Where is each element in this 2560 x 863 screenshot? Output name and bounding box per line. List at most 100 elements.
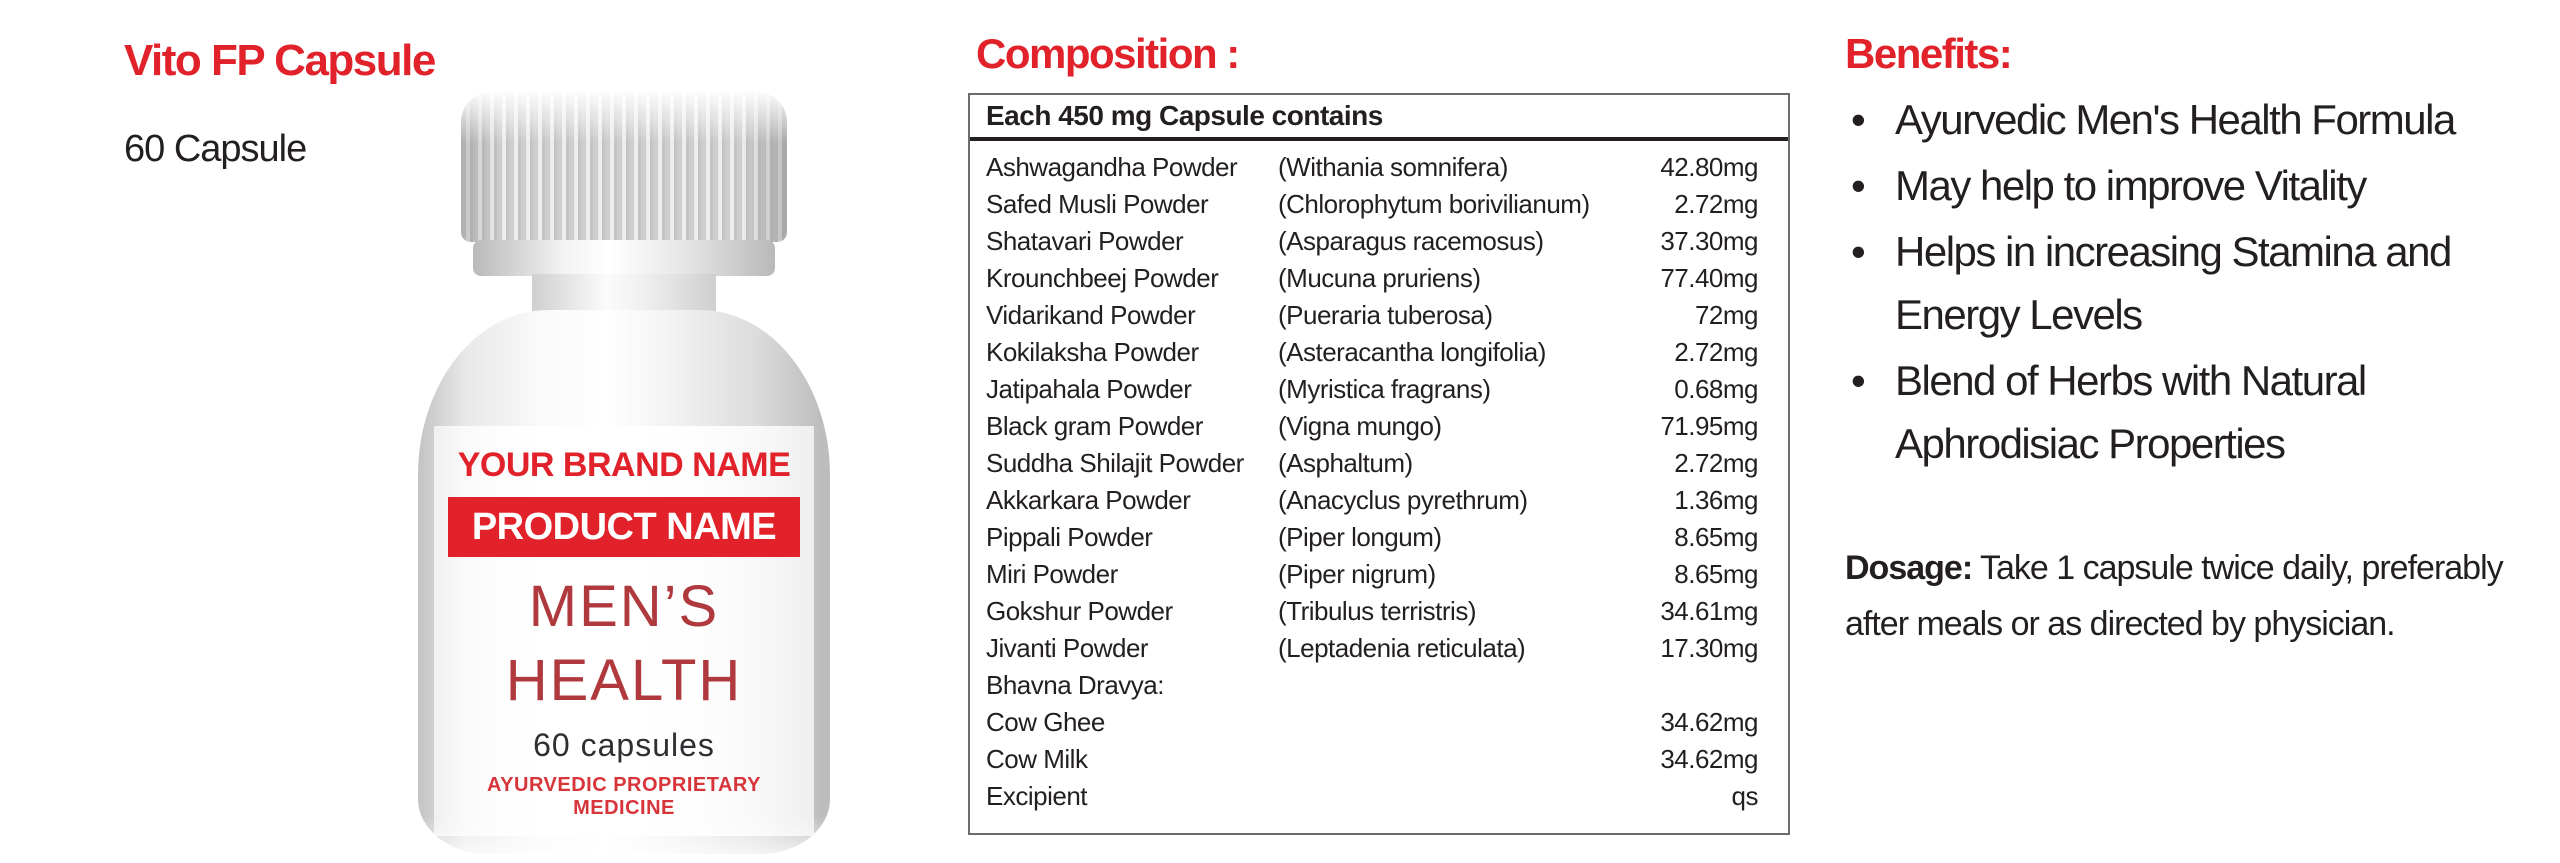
- table-row: Safed Musli Powder (Chlorophytum borivil…: [986, 186, 1759, 223]
- ingredient-amount: 2.72mg: [1674, 448, 1758, 478]
- ingredient-amount: 8.65mg: [1674, 522, 1758, 552]
- ingredient-amount: 2.72mg: [1674, 189, 1758, 219]
- bullet-icon: •: [1851, 162, 1866, 209]
- ingredient-botanical-name: (Chlorophytum borivilianum): [1278, 189, 1590, 219]
- ingredient-amount: 34.62mg: [1660, 744, 1758, 774]
- dosage-paragraph: Dosage: Take 1 capsule twice daily, pref…: [1845, 540, 2505, 652]
- bullet-icon: •: [1851, 96, 1866, 143]
- ingredient-botanical-name: (Pueraria tuberosa): [1278, 300, 1493, 330]
- bottle-brand-name: YOUR BRAND NAME: [457, 446, 791, 484]
- table-row: Jatipahala Powder (Myristica fragrans) 0…: [986, 371, 1759, 408]
- ingredient-amount: 0.68mg: [1674, 374, 1758, 404]
- benefit-list-item: • May help to improve Vitality: [1845, 154, 2515, 217]
- bottle-category-line-1: MEN’S: [528, 574, 720, 639]
- ingredient-name: Black gram Powder: [986, 411, 1203, 441]
- dosage-label: Dosage:: [1845, 549, 1973, 587]
- ingredient-botanical-name: (Withania somnifera): [1278, 152, 1508, 182]
- bottle-cap-lip: [473, 240, 775, 276]
- table-row: Cow Milk 34.62mg: [986, 741, 1759, 778]
- table-row: Krounchbeej Powder (Mucuna pruriens) 77.…: [986, 260, 1759, 297]
- product-bottle-image: YOUR BRAND NAME PRODUCT NAME MEN’S HEALT…: [418, 92, 830, 860]
- ingredient-botanical-name: (Mucuna pruriens): [1278, 263, 1481, 293]
- ingredient-name: Kokilaksha Powder: [986, 337, 1199, 367]
- ingredient-name: Krounchbeej Powder: [986, 263, 1219, 293]
- ingredient-name: Miri Powder: [986, 559, 1118, 589]
- table-row: Kokilaksha Powder (Asteracantha longifol…: [986, 334, 1759, 371]
- ingredient-amount: 8.65mg: [1674, 559, 1758, 589]
- ingredient-name: Jatipahala Powder: [986, 374, 1192, 404]
- ingredient-name: Cow Ghee: [986, 707, 1105, 737]
- table-row: Akkarkara Powder (Anacyclus pyrethrum) 1…: [986, 482, 1759, 519]
- benefit-text: Helps in increasing Stamina and Energy L…: [1895, 228, 2452, 338]
- ingredient-amount: 34.62mg: [1660, 707, 1758, 737]
- ingredient-amount: 34.61mg: [1660, 596, 1758, 626]
- bullet-icon: •: [1851, 228, 1866, 275]
- composition-heading: Composition :: [976, 30, 1240, 77]
- ingredient-name: Suddha Shilajit Powder: [986, 448, 1244, 478]
- composition-table: Each 450 mg Capsule contains Ashwagandha…: [968, 93, 1790, 835]
- ingredient-name: Vidarikand Powder: [986, 300, 1196, 330]
- bottle-product-name-band: PRODUCT NAME: [448, 497, 800, 557]
- bullet-icon: •: [1851, 357, 1866, 404]
- ingredient-botanical-name: (Piper nigrum): [1278, 559, 1436, 589]
- composition-table-header: Each 450 mg Capsule contains: [970, 95, 1788, 141]
- ingredient-botanical-name: (Tribulus terristris): [1278, 596, 1476, 626]
- ingredient-amount: 37.30mg: [1660, 226, 1758, 256]
- table-row: Bhavna Dravya:: [986, 667, 1758, 704]
- ingredient-botanical-name: (Asphaltum): [1278, 448, 1413, 478]
- ingredient-name: Ashwagandha Powder: [986, 152, 1238, 182]
- ingredient-botanical-name: (Asparagus racemosus): [1278, 226, 1544, 256]
- ingredient-name: Excipient: [986, 781, 1088, 811]
- ingredient-amount: 17.30mg: [1660, 633, 1758, 663]
- ingredient-amount: qs: [1731, 781, 1759, 811]
- table-row: Suddha Shilajit Powder (Asphaltum) 2.72m…: [986, 445, 1759, 482]
- benefit-text: Ayurvedic Men's Health Formula: [1895, 96, 2456, 143]
- table-row: Ashwagandha Powder (Withania somnifera) …: [986, 149, 1759, 186]
- composition-rows: Ashwagandha Powder (Withania somnifera) …: [970, 141, 1788, 815]
- table-row: Cow Ghee 34.62mg: [986, 704, 1759, 741]
- ingredient-amount: 42.80mg: [1660, 152, 1758, 182]
- ingredient-botanical-name: (Leptadenia reticulata): [1278, 633, 1526, 663]
- ingredient-name: Shatavari Powder: [986, 226, 1184, 256]
- dosage-text: Take 1 capsule twice daily, preferably a…: [1845, 549, 2504, 643]
- ingredient-botanical-name: (Myristica fragrans): [1278, 374, 1491, 404]
- ingredient-name: Jivanti Powder: [986, 633, 1149, 663]
- table-row: Black gram Powder (Vigna mungo) 71.95mg: [986, 408, 1759, 445]
- table-row: Gokshur Powder (Tribulus terristris) 34.…: [986, 593, 1759, 630]
- ingredient-amount: 1.36mg: [1674, 485, 1758, 515]
- table-row: Pippali Powder (Piper longum) 8.65mg: [986, 519, 1759, 556]
- benefit-list-item: • Ayurvedic Men's Health Formula: [1845, 88, 2515, 151]
- bottle-medicine-type: AYURVEDIC PROPRIETARY MEDICINE: [487, 774, 761, 819]
- benefit-text: May help to improve Vitality: [1895, 162, 2367, 209]
- ingredient-botanical-name: (Vigna mungo): [1278, 411, 1442, 441]
- ingredient-amount: 72mg: [1694, 300, 1759, 330]
- ingredient-name: Akkarkara Powder: [986, 485, 1191, 515]
- table-row: Jivanti Powder (Leptadenia reticulata) 1…: [986, 630, 1759, 667]
- ingredient-name: Cow Milk: [986, 744, 1088, 774]
- table-row: Excipient qs: [986, 778, 1759, 815]
- bottle-product-name: PRODUCT NAME: [471, 505, 777, 548]
- ingredient-name: Pippali Powder: [986, 522, 1153, 552]
- ingredient-name: Gokshur Powder: [986, 596, 1173, 626]
- ingredient-botanical-name: (Asteracantha longifolia): [1278, 337, 1546, 367]
- benefits-list: • Ayurvedic Men's Health Formula • May h…: [1845, 88, 2515, 478]
- benefit-list-item: • Helps in increasing Stamina and Energy…: [1845, 220, 2515, 346]
- bottle-capsule-count: 60 capsules: [533, 727, 715, 763]
- ingredient-name: Bhavna Dravya:: [986, 670, 1164, 700]
- benefits-heading: Benefits:: [1845, 30, 2013, 77]
- bottle-label: YOUR BRAND NAME PRODUCT NAME MEN’S HEALT…: [434, 426, 814, 836]
- table-row: Vidarikand Powder (Pueraria tuberosa) 72…: [986, 297, 1759, 334]
- ingredient-amount: 71.95mg: [1660, 411, 1758, 441]
- table-row: Shatavari Powder (Asparagus racemosus) 3…: [986, 223, 1759, 260]
- bottle-category-line-2: HEALTH: [505, 648, 743, 713]
- bottle-cap: [461, 92, 787, 242]
- ingredient-amount: 77.40mg: [1660, 263, 1758, 293]
- ingredient-amount: 2.72mg: [1674, 337, 1758, 367]
- table-row: Miri Powder (Piper nigrum) 8.65mg: [986, 556, 1759, 593]
- pack-size-text: 60 Capsule: [124, 128, 307, 170]
- benefit-list-item: • Blend of Herbs with Natural Aphrodisia…: [1845, 349, 2515, 475]
- ingredient-name: Safed Musli Powder: [986, 189, 1209, 219]
- bottle-body: YOUR BRAND NAME PRODUCT NAME MEN’S HEALT…: [418, 310, 830, 856]
- ingredient-botanical-name: (Piper longum): [1278, 522, 1442, 552]
